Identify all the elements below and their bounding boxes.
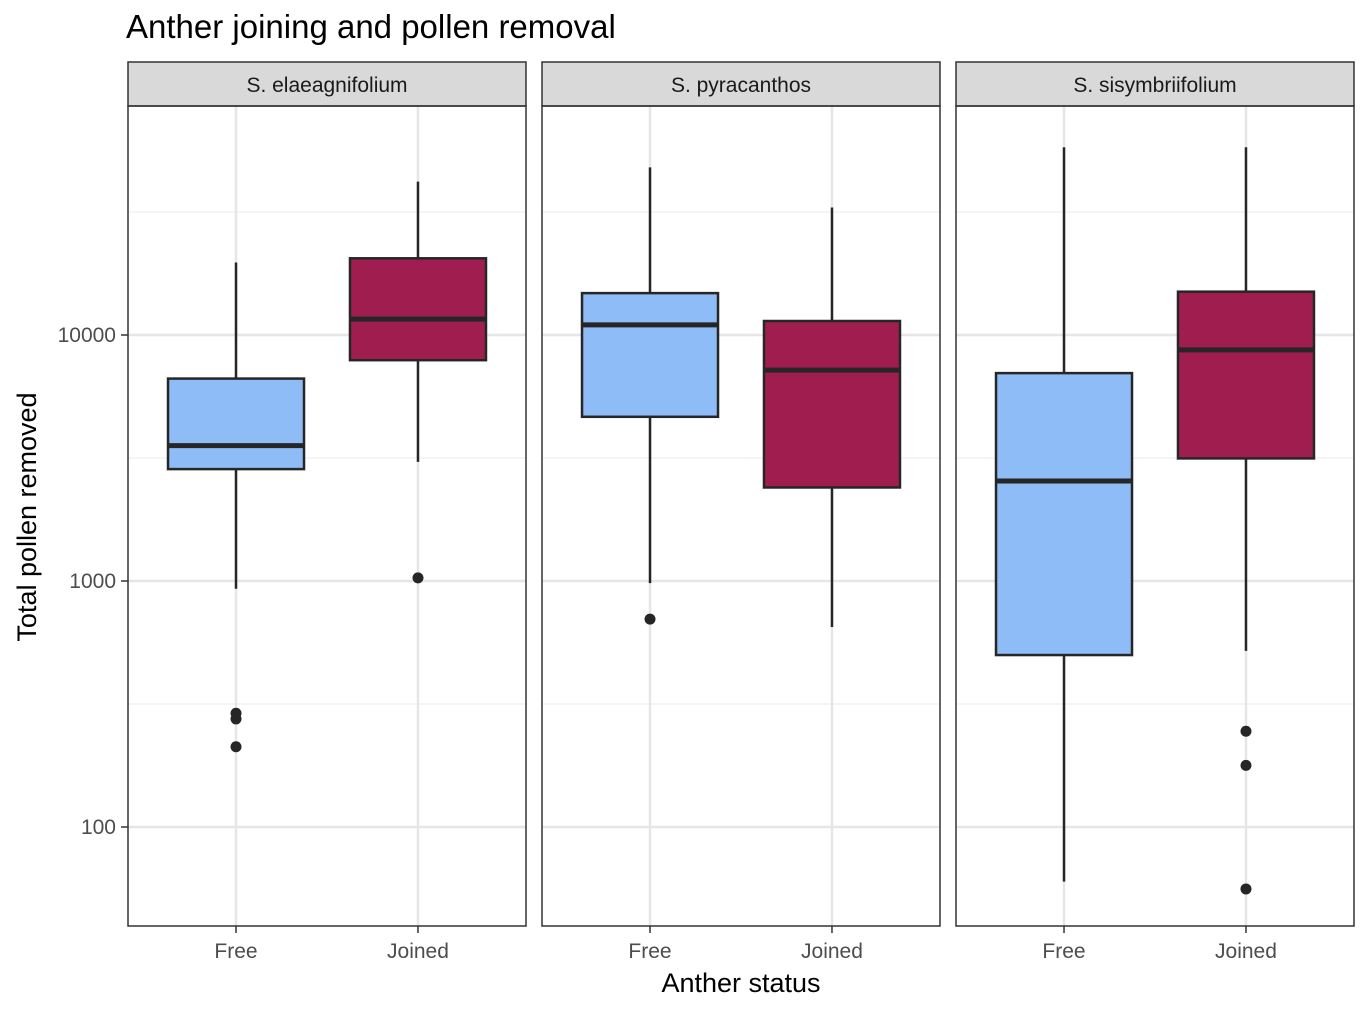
box-joined — [762, 207, 902, 628]
outlier-point — [644, 613, 656, 625]
panel-background — [542, 106, 940, 926]
x-axis-title: Anther status — [661, 968, 820, 998]
x-tick-label: Free — [1042, 940, 1085, 963]
x-tick-label: Free — [628, 940, 671, 963]
outlier-point — [230, 741, 242, 753]
facet-panel: S. pyracanthos Free Joined — [541, 61, 941, 963]
box-iqr — [762, 319, 902, 489]
panel-border — [127, 105, 527, 927]
box-free — [166, 262, 306, 753]
y-tick-label: 1000 — [69, 570, 116, 593]
outlier-point — [1240, 759, 1252, 771]
facet-panel: S. sisymbriifolium Free Joined — [955, 61, 1355, 963]
y-tick-label: 100 — [81, 816, 116, 839]
facet-strip-label: S. pyracanthos — [671, 74, 811, 97]
panel-border — [955, 105, 1355, 927]
box-iqr — [1176, 290, 1316, 460]
outlier-point — [1240, 883, 1252, 895]
x-tick-label: Free — [214, 940, 257, 963]
box-iqr — [166, 377, 306, 471]
box-iqr — [994, 371, 1134, 657]
y-axis-title: Total pollen removed — [12, 392, 42, 641]
box-free — [994, 147, 1134, 882]
box-joined — [1176, 147, 1316, 895]
x-tick-label: Joined — [387, 940, 449, 963]
facet-strip-label: S. sisymbriifolium — [1073, 74, 1236, 97]
facet-strip — [541, 61, 941, 107]
outlier-point — [412, 572, 424, 584]
y-tick-label: 10000 — [58, 324, 116, 347]
facet-strip-label: S. elaeagnifolium — [246, 74, 407, 97]
facet-strip — [127, 61, 527, 107]
box-free — [580, 167, 720, 625]
facet-panel: S. elaeagnifolium Free Joined — [127, 61, 527, 963]
box-iqr — [580, 291, 720, 419]
x-tick-label: Joined — [1215, 940, 1277, 963]
x-tick-label: Joined — [801, 940, 863, 963]
y-axis: 100 1000 10000 — [58, 324, 128, 839]
panel-background — [128, 106, 526, 926]
outlier-point — [230, 713, 242, 725]
box-iqr — [348, 257, 488, 362]
box-joined — [348, 181, 488, 584]
panel-border — [541, 105, 941, 927]
outlier-point — [1240, 725, 1252, 737]
chart-title: Anther joining and pollen removal — [126, 8, 616, 45]
